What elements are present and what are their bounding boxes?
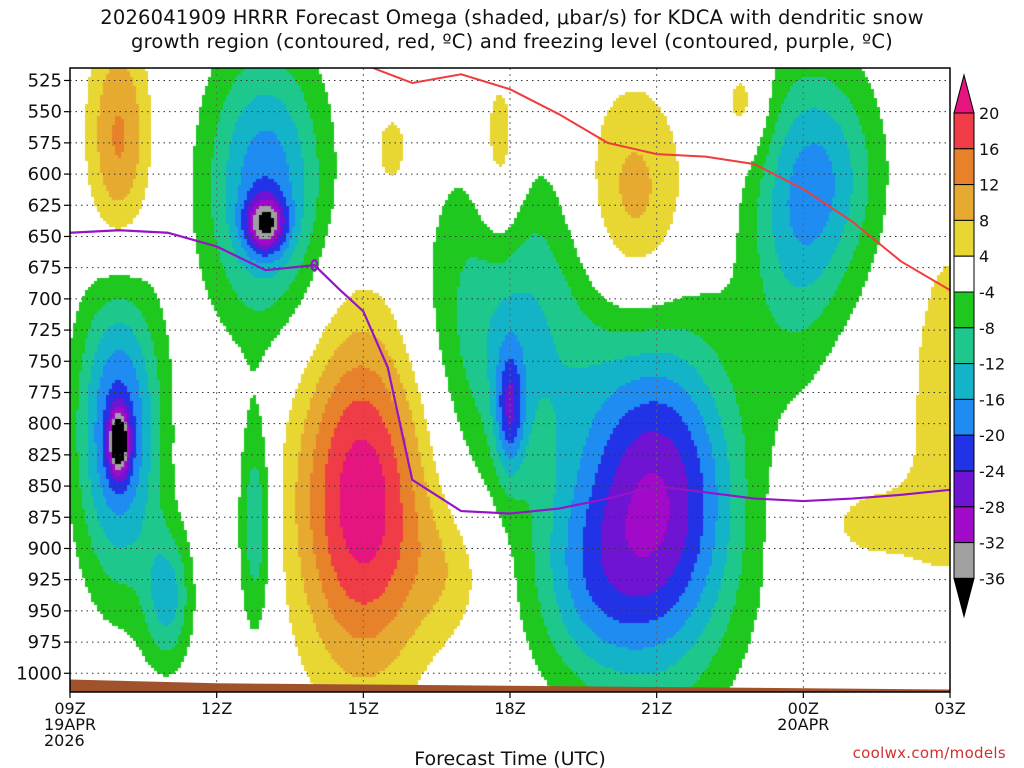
y-tick-label: 725 <box>28 320 62 341</box>
credit-link[interactable]: coolwx.com/models <box>852 744 1006 762</box>
colorbar-bin <box>953 470 975 508</box>
x-tick-label: 12Z <box>201 699 232 718</box>
y-tick-label: 950 <box>28 601 62 622</box>
colorbar-bin <box>953 327 975 365</box>
x-tick-label: 00Z <box>788 699 819 718</box>
x-tick-label: 21Z <box>641 699 672 718</box>
colorbar-tick-label: -24 <box>979 462 1005 481</box>
colorbar-tick-label: -4 <box>979 283 995 302</box>
x-axis-label: Forecast Time (UTC) <box>414 748 605 768</box>
freezing-level-contour <box>70 229 950 515</box>
y-tick-label: 525 <box>28 70 62 91</box>
colorbar-bin <box>953 434 975 472</box>
grid-lines <box>70 68 950 692</box>
y-tick-label: 600 <box>28 164 62 185</box>
colorbar-tick-label: 8 <box>979 211 989 230</box>
colorbar-tick-label: -12 <box>979 355 1005 374</box>
x-tick-label: 03Z <box>934 699 965 718</box>
freezing-level-closed-contour <box>310 259 319 272</box>
colorbar-bin <box>953 542 975 579</box>
colorbar-bin <box>953 363 975 400</box>
x-tick-label: 15Z <box>348 699 379 718</box>
y-tick-label: 1000 <box>16 663 62 684</box>
chart-title: 2026041909 HRRR Forecast Omega (shaded, … <box>0 6 1024 54</box>
colorbar-tick-label: -32 <box>979 534 1005 553</box>
y-tick-label: 775 <box>28 382 62 403</box>
colorbar-bin <box>953 398 975 436</box>
y-tick-label: 975 <box>28 632 62 653</box>
colorbar-bin <box>953 255 975 293</box>
colorbar-tick-label: -36 <box>979 569 1005 588</box>
y-tick-label: 550 <box>28 102 62 123</box>
pressure-axis: 525 550 575 600 625 650 675 700 725 750 775 800 825 8… <box>16 70 70 684</box>
y-tick-label: 625 <box>28 195 62 216</box>
y-tick-label: 650 <box>28 226 62 247</box>
y-tick-label: 875 <box>28 507 62 528</box>
y-tick-label: 825 <box>28 445 62 466</box>
x-tick-label: 2026 <box>44 731 85 750</box>
colorbar-bin <box>953 291 975 329</box>
colorbar-tick-label: 4 <box>979 247 989 266</box>
y-tick-label: 750 <box>28 351 62 372</box>
colorbar-over-triangle <box>953 73 975 114</box>
colorbar-tick-label: -20 <box>979 426 1005 445</box>
y-tick-label: 850 <box>28 476 62 497</box>
colorbar-bin <box>953 219 975 257</box>
omega-colorbar: 20 16 12 8 4 -4 -8 -12 -16 -20 -24 -28 -32 -36 <box>953 73 1005 619</box>
y-tick-label: 800 <box>28 414 62 435</box>
colorbar-bin <box>953 112 975 150</box>
x-tick-label: 19APR <box>44 715 96 734</box>
colorbar-bin <box>953 148 975 186</box>
colorbar-under-triangle <box>953 577 975 619</box>
colorbar-tick-label: -8 <box>979 319 995 338</box>
colorbar-tick-label: 20 <box>979 104 999 123</box>
y-tick-label: 900 <box>28 538 62 559</box>
colorbar-tick-label: -16 <box>979 390 1005 409</box>
colorbar-tick-label: -28 <box>979 498 1005 517</box>
colorbar-bin <box>953 506 975 544</box>
chart-title-line-1: 2026041909 HRRR Forecast Omega (shaded, … <box>100 6 924 29</box>
y-tick-label: 675 <box>28 258 62 279</box>
x-tick-label: 20APR <box>777 715 829 734</box>
colorbar-tick-label: 12 <box>979 176 999 195</box>
y-tick-label: 925 <box>28 570 62 591</box>
colorbar-tick-label: 16 <box>979 140 999 159</box>
chart-title-line-2: growth region (contoured, red, ºC) and f… <box>131 30 893 53</box>
y-tick-label: 575 <box>28 133 62 154</box>
colorbar-bin <box>953 184 975 221</box>
y-tick-label: 700 <box>28 289 62 310</box>
dendritic-growth-zone-contour <box>372 68 950 292</box>
terrain-surface <box>70 679 950 692</box>
x-tick-label: 18Z <box>494 699 525 718</box>
x-tick-label: 09Z <box>54 699 85 718</box>
